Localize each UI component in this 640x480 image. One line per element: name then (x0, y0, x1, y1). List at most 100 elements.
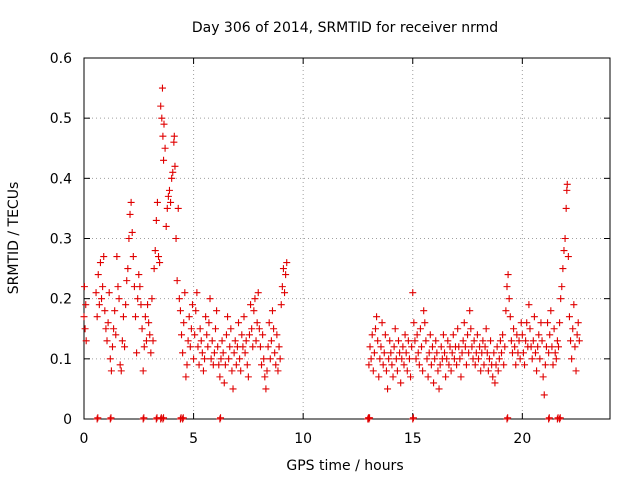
data-point (155, 253, 163, 261)
data-point (547, 307, 555, 315)
data-point (462, 361, 470, 369)
data-point (142, 337, 150, 345)
data-point (260, 355, 268, 363)
data-point (366, 343, 374, 351)
data-point (400, 361, 408, 369)
data-point (112, 331, 120, 339)
data-point (447, 367, 455, 375)
data-point (276, 355, 284, 363)
data-point (202, 313, 210, 321)
data-point (188, 301, 196, 309)
data-point (203, 331, 211, 339)
data-point (374, 337, 382, 345)
data-point (159, 415, 167, 423)
data-point (457, 373, 465, 381)
data-point (93, 415, 101, 423)
data-point (170, 132, 178, 140)
data-point (563, 186, 571, 194)
data-point (263, 367, 271, 375)
data-point (103, 337, 111, 345)
x-tick-label: 20 (513, 431, 531, 447)
y-tick-label: 0.1 (50, 352, 72, 368)
data-point (537, 319, 545, 327)
data-point (535, 331, 543, 339)
data-point (225, 355, 233, 363)
data-point (494, 367, 502, 375)
data-point (241, 349, 249, 357)
data-point (253, 319, 261, 327)
data-point (526, 325, 534, 333)
data-point (217, 355, 225, 363)
data-point (181, 289, 189, 297)
data-point (270, 325, 278, 333)
data-point (473, 331, 481, 339)
data-point (267, 337, 275, 345)
data-point (268, 307, 276, 315)
data-point (96, 259, 104, 267)
data-point (426, 331, 434, 339)
data-point (193, 289, 201, 297)
data-point (465, 349, 473, 357)
data-point (368, 331, 376, 339)
data-point (391, 325, 399, 333)
data-point (519, 349, 527, 357)
data-point (504, 414, 512, 422)
x-axis-label: GPS time / hours (286, 458, 403, 474)
data-point (277, 301, 285, 309)
data-point (261, 373, 269, 381)
data-point (187, 325, 195, 333)
data-point (244, 373, 252, 381)
data-point (210, 349, 218, 357)
data-point (124, 265, 132, 273)
data-point (164, 192, 172, 200)
data-point (381, 331, 389, 339)
data-point (484, 367, 492, 375)
data-point (525, 301, 533, 309)
data-point (386, 337, 394, 345)
data-point (99, 283, 107, 291)
data-point (208, 337, 216, 345)
data-point (134, 295, 142, 303)
data-point (258, 361, 266, 369)
data-point (470, 337, 478, 345)
data-point (171, 162, 179, 170)
data-point (279, 265, 287, 273)
y-tick-labels: 0 0.1 0.2 0.3 0.4 0.5 0.6 (50, 51, 72, 428)
data-point (283, 259, 291, 267)
data-point (487, 337, 495, 345)
data-point (456, 355, 464, 363)
data-point (271, 349, 279, 357)
data-point (403, 367, 411, 375)
data-point (365, 361, 373, 369)
data-point (232, 361, 240, 369)
data-point (557, 295, 565, 303)
data-point (138, 325, 146, 333)
data-point (396, 349, 404, 357)
data-point (409, 414, 417, 422)
data-point (94, 414, 102, 422)
data-point (114, 283, 122, 291)
data-point (147, 349, 155, 357)
data-point (528, 355, 536, 363)
data-point (393, 367, 401, 375)
x-tick-label: 15 (404, 431, 422, 447)
data-point (434, 367, 442, 375)
data-point (98, 295, 106, 303)
data-point (424, 373, 432, 381)
data-point (216, 415, 224, 423)
data-point (237, 367, 245, 375)
data-point (436, 361, 444, 369)
data-point (220, 379, 228, 387)
data-point (125, 235, 133, 242)
data-point (274, 367, 282, 375)
data-point (467, 325, 475, 333)
data-point (572, 367, 580, 375)
data-point (122, 301, 130, 309)
data-point (196, 325, 204, 333)
data-point (229, 385, 237, 393)
data-point (149, 337, 157, 345)
data-point (236, 355, 244, 363)
data-point (428, 343, 436, 351)
data-point (221, 361, 229, 369)
data-point (106, 355, 114, 363)
